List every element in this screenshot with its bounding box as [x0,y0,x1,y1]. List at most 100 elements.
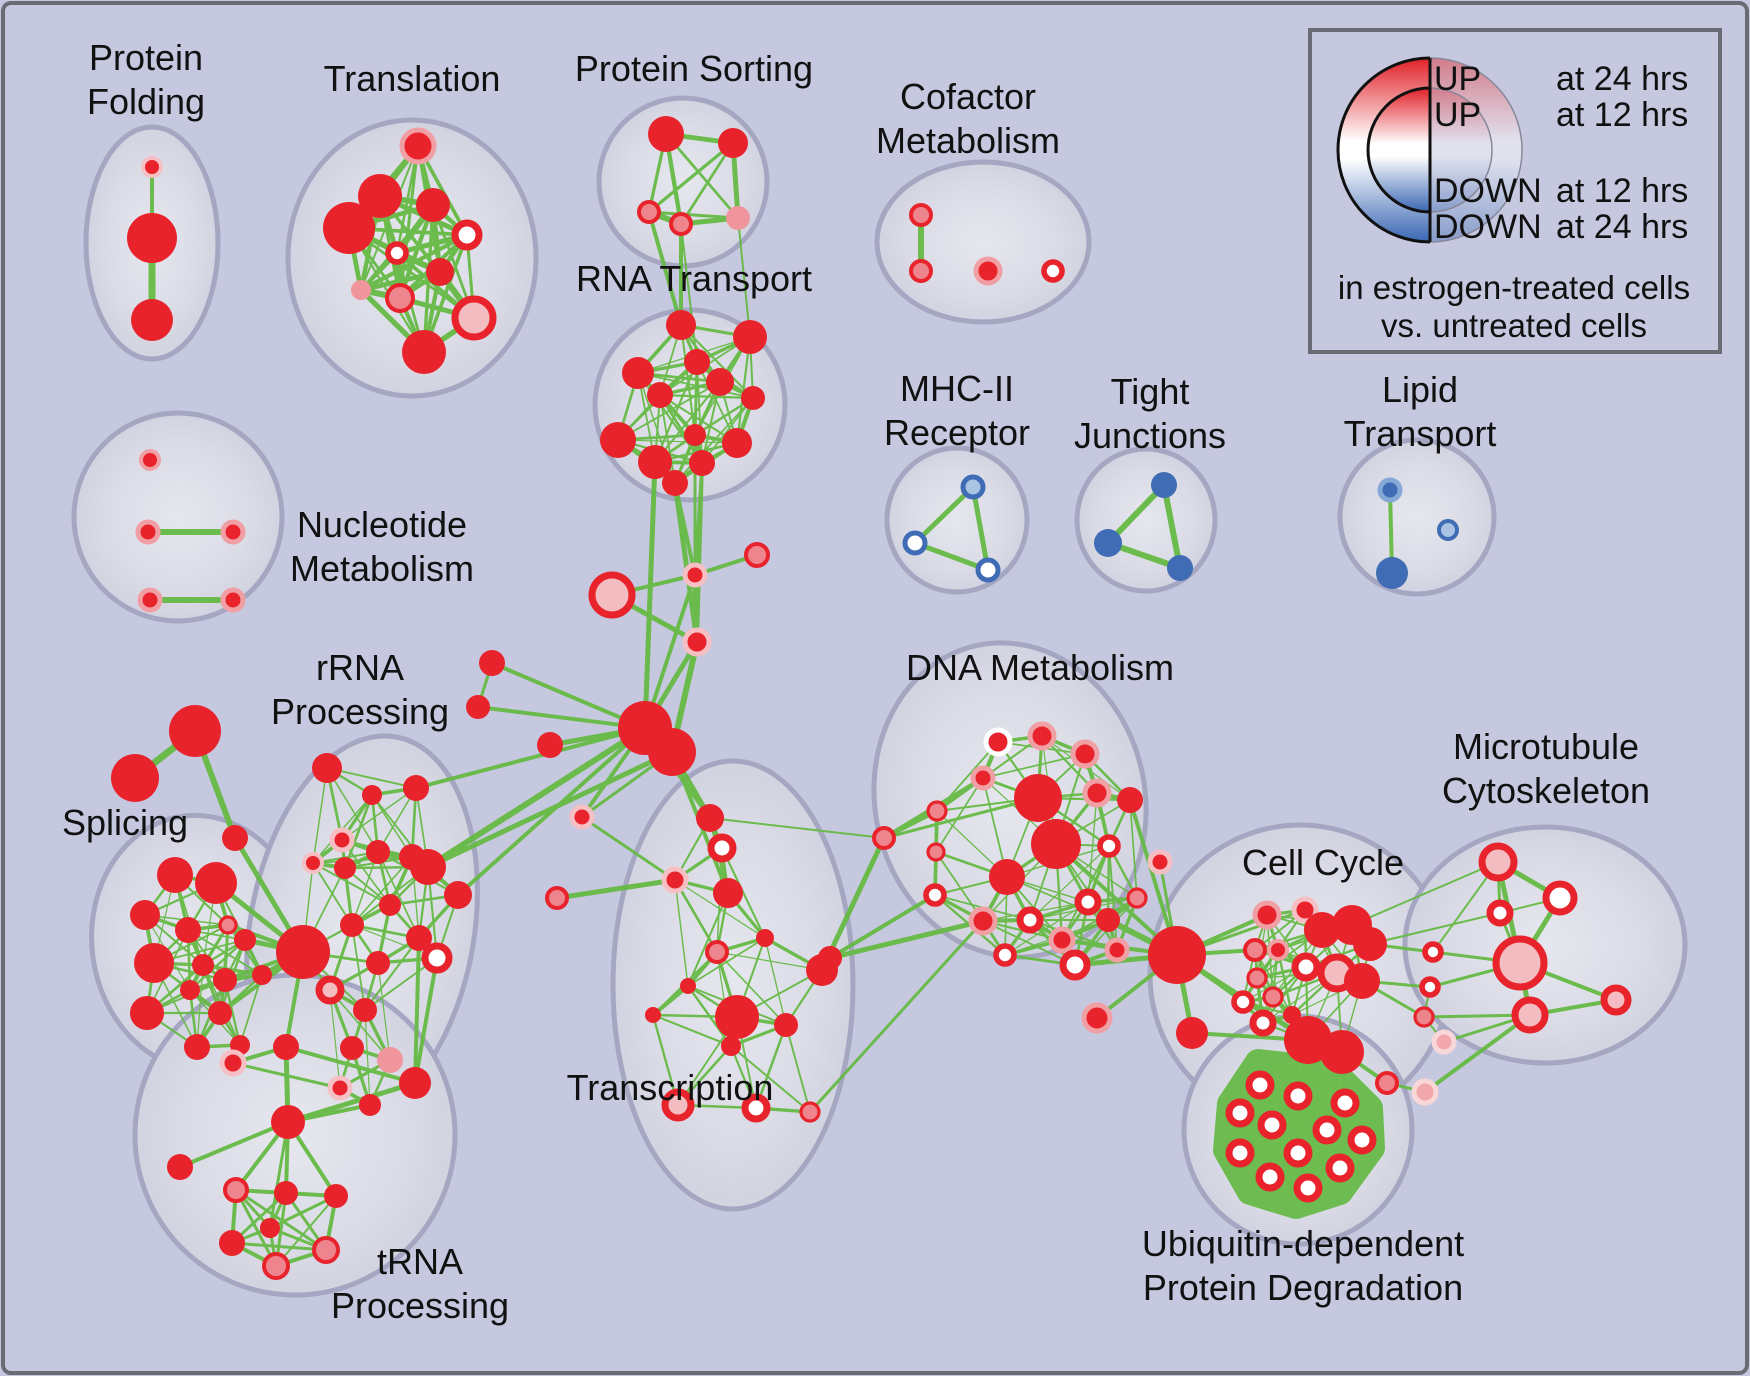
network-node [1377,477,1403,503]
network-edge [1259,1084,1363,1141]
network-node [135,519,161,545]
network-node [327,1075,353,1101]
network-node [141,156,163,178]
network-node [872,826,896,850]
network-node [902,530,928,556]
cluster-bubble-tight-junctions [1074,446,1218,594]
network-edge [234,1188,328,1252]
network-edge [696,361,738,444]
network-node [638,445,672,479]
legend-time-label: at 24 hrs [1556,208,1688,246]
network-edge [1239,1112,1341,1169]
cluster-label-line: Ubiquitin-dependent [1142,1223,1464,1264]
network-edge [716,951,787,1026]
network-node [970,765,996,791]
network-edge [188,938,247,992]
network-node [1225,1138,1255,1168]
network-node [271,1105,305,1139]
network-node [682,562,708,588]
network-node [358,174,402,218]
network-edge [234,1188,278,1268]
network-edge [679,141,735,226]
cluster-label-nucleotide: Nucleotide Metabolism [290,504,474,589]
network-node [799,1101,821,1123]
network-edge [935,777,984,853]
network-edge [729,1044,812,1114]
network-node [218,915,238,935]
network-node [1255,1162,1285,1192]
network-node [1293,1173,1323,1203]
cluster-label-line: Protein [89,37,203,78]
network-node [537,732,563,758]
network-node [983,727,1013,757]
network-node [1231,990,1255,1014]
network-node [1148,926,1206,984]
network-node [666,310,696,340]
network-edge [659,394,676,484]
network-node [1117,787,1143,813]
network-edge [647,141,735,214]
network-node [989,859,1025,895]
network-node [1312,1115,1342,1145]
network-node [744,542,770,568]
network-node [1249,1009,1277,1037]
network-node [169,705,221,757]
network-edge [275,1195,337,1267]
network-node [1422,941,1444,963]
network-node [134,943,174,983]
network-node [923,883,947,907]
cluster-label-line: rRNA [316,647,404,688]
network-node [682,627,712,657]
cluster-label-trna: tRNA Processing [331,1241,509,1326]
inter-cluster-edge [413,936,421,1085]
cluster-bubble-nucleotide [71,410,285,624]
network-edge [351,924,366,1011]
network-node [1041,259,1065,283]
network-node [208,1001,232,1025]
network-node [1291,896,1319,924]
network-node [569,804,595,830]
network-edge [912,484,976,546]
legend-time-label: at 24 hrs [1556,60,1688,98]
network-edge [1254,949,1293,1016]
network-node [648,728,696,776]
cluster-label-transcription: Transcription [567,1067,774,1108]
network-node [219,1230,245,1256]
cluster-bubble-cofactor [874,159,1092,325]
network-node [756,929,774,947]
network-node [1027,721,1057,751]
network-node [466,695,490,719]
network-node [926,800,948,822]
network-node [340,913,364,937]
network-node [1245,1070,1275,1100]
legend-left-outer-arc [1336,56,1431,244]
cluster-label-line: Receptor [884,412,1030,453]
network-node [399,127,437,165]
network-node [741,1093,771,1123]
network-edge [1129,799,1138,899]
network-node [421,942,453,974]
legend-direction-label: UP [1434,60,1481,98]
network-node [726,206,750,230]
network-edge [764,937,787,1026]
network-node [1325,1153,1355,1183]
network-node [1082,778,1112,808]
network-edge [312,767,328,864]
network-edge [664,132,740,220]
network-edge [720,846,767,940]
inter-cluster-edge [414,726,647,790]
network-node [1252,900,1282,930]
network-node [195,862,237,904]
network-node [157,857,193,893]
network-node [329,827,355,853]
cluster-label-line: Metabolism [876,120,1060,161]
network-node [399,1067,431,1099]
network-node [588,571,636,619]
inter-cluster-edge [642,459,658,731]
network-node [315,975,345,1005]
network-node [1048,926,1076,954]
network-node [722,428,752,458]
network-node [262,1252,290,1280]
